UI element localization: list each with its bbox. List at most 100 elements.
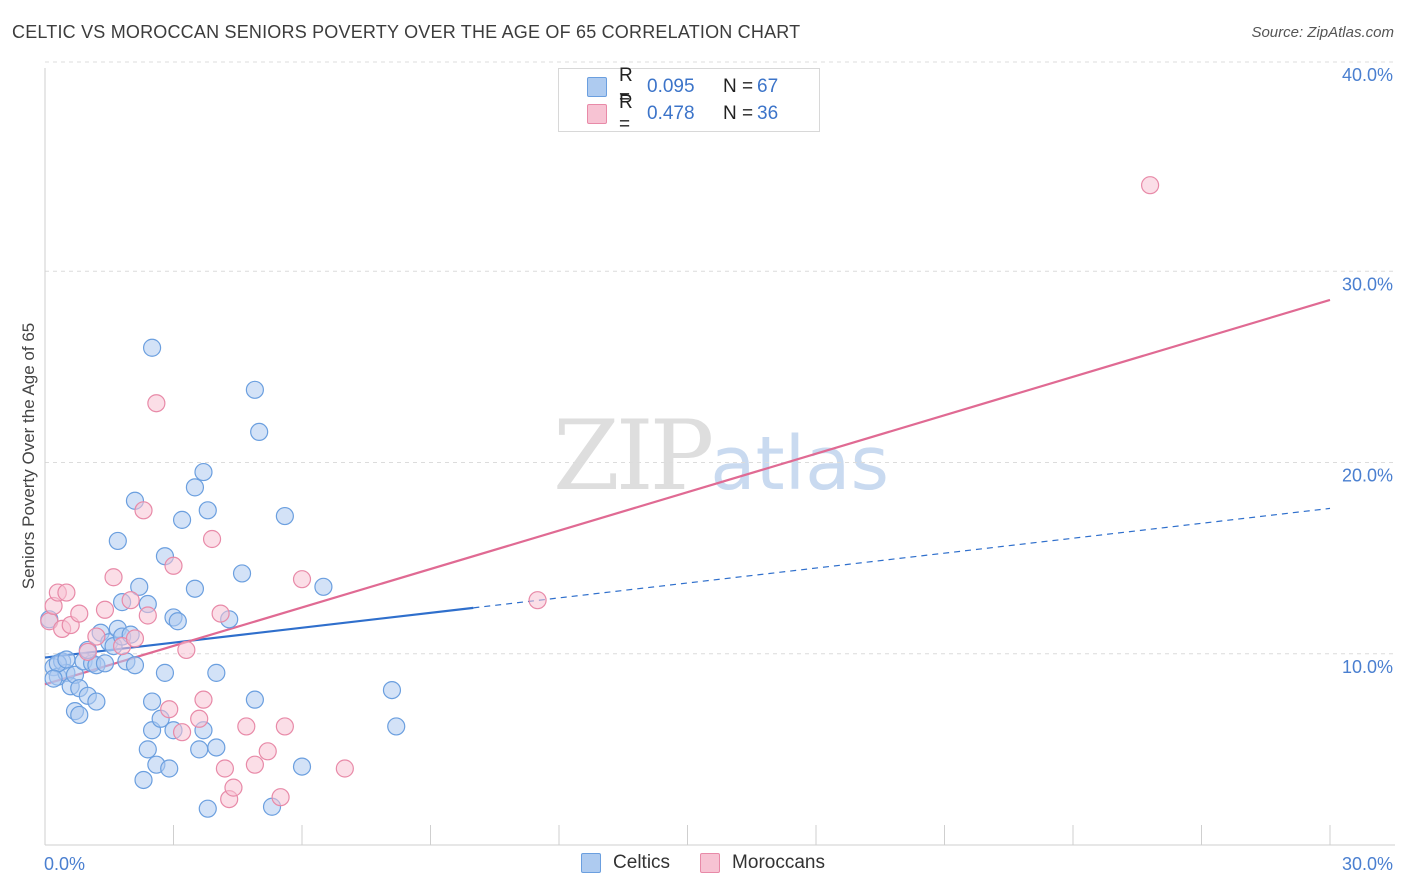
y-tick-label: 30.0% — [1342, 274, 1393, 294]
point-moroccans — [1140, 176, 1160, 195]
point-moroccans — [245, 755, 264, 774]
point-celtics — [142, 692, 162, 711]
data-points — [40, 176, 1160, 818]
legend-n-value: 36 — [757, 103, 779, 124]
legend-swatch-moroccans — [587, 104, 607, 124]
series-legend: Celtics Moroccans — [0, 852, 1406, 874]
point-moroccans — [194, 690, 213, 709]
point-moroccans — [215, 759, 234, 778]
legend-row-celtics: R = 0.095 N = 67 — [587, 65, 779, 108]
series-legend-moroccans: Moroccans — [700, 852, 825, 874]
point-moroccans — [147, 394, 166, 413]
point-celtics — [387, 717, 406, 736]
point-celtics — [207, 738, 226, 757]
correlation-legend: R = 0.095 N = 67 R = 0.478 N = 36 — [558, 65, 820, 135]
point-moroccans — [237, 717, 256, 736]
point-moroccans — [528, 591, 547, 610]
series-label-moroccans: Moroccans — [732, 852, 825, 873]
legend-n-value: 67 — [757, 76, 779, 97]
point-celtics — [134, 770, 153, 790]
point-celtics — [160, 759, 179, 778]
legend-r-label: R = — [619, 92, 633, 135]
legend-row-moroccans: R = 0.478 N = 36 — [587, 92, 779, 135]
point-celtics — [185, 478, 205, 497]
point-moroccans — [78, 642, 97, 661]
point-celtics — [250, 422, 269, 441]
point-moroccans — [160, 700, 179, 719]
point-moroccans — [138, 606, 157, 625]
point-celtics — [382, 680, 402, 700]
chart-title: CELTIC VS MOROCCAN SENIORS POVERTY OVER … — [12, 22, 801, 42]
legend-r-value: 0.478 — [647, 103, 695, 124]
point-moroccans — [202, 529, 222, 549]
point-moroccans — [95, 600, 115, 619]
point-moroccans — [335, 759, 354, 778]
point-moroccans — [177, 640, 196, 660]
point-celtics — [245, 380, 264, 399]
legend-n-label: N = — [723, 76, 754, 97]
point-celtics — [194, 462, 213, 482]
point-celtics — [198, 799, 217, 818]
point-moroccans — [190, 709, 209, 728]
legend-n-label: N = — [723, 103, 754, 124]
point-celtics — [245, 690, 264, 709]
y-tick-label: 20.0% — [1342, 466, 1393, 486]
legend-r-value: 0.095 — [647, 76, 695, 97]
x-tick-label: 30.0% — [1342, 854, 1393, 874]
point-celtics — [138, 740, 157, 759]
point-moroccans — [70, 604, 89, 623]
series-legend-celtics: Celtics — [581, 852, 670, 874]
point-celtics — [70, 705, 89, 725]
point-moroccans — [275, 717, 294, 736]
point-celtics — [292, 757, 312, 776]
point-celtics — [44, 669, 63, 688]
trend-line-moroccans — [44, 298, 1331, 686]
point-moroccans — [57, 583, 76, 602]
legend-swatch-celtics — [587, 77, 607, 97]
point-celtics — [168, 612, 187, 631]
tick-labels: 10.0% 20.0% 30.0% 40.0% 0.0% 30.0% — [44, 65, 1393, 874]
point-moroccans — [172, 723, 192, 742]
point-moroccans — [87, 627, 106, 646]
series-swatch-moroccans — [700, 853, 721, 873]
y-tick-label: 40.0% — [1342, 65, 1393, 85]
legend-r-label: R = — [619, 65, 633, 108]
point-celtics — [314, 577, 333, 596]
point-celtics — [57, 650, 76, 669]
x-tick-label: 0.0% — [44, 854, 85, 874]
point-moroccans — [258, 742, 277, 761]
trend-lines — [44, 298, 1331, 686]
point-moroccans — [134, 501, 153, 520]
point-celtics — [198, 501, 217, 520]
y-axis-label: Seniors Poverty Over the Age of 65 — [19, 323, 38, 589]
point-moroccans — [164, 556, 183, 575]
point-moroccans — [211, 604, 230, 623]
point-celtics — [142, 338, 162, 357]
point-moroccans — [104, 568, 123, 587]
point-celtics — [190, 740, 209, 759]
source-label: Source: ZipAtlas.com — [1251, 24, 1394, 41]
point-moroccans — [271, 788, 290, 807]
series-label-celtics: Celtics — [613, 852, 671, 873]
point-celtics — [275, 506, 294, 526]
trend-line-extension-celtics — [473, 507, 1331, 609]
point-moroccans — [292, 570, 312, 589]
y-tick-label: 10.0% — [1342, 657, 1393, 677]
point-celtics — [185, 579, 205, 598]
point-celtics — [125, 656, 145, 675]
point-moroccans — [224, 778, 243, 797]
point-celtics — [108, 531, 127, 551]
point-celtics — [207, 663, 226, 682]
grid-lines — [45, 61, 1395, 655]
point-celtics — [130, 577, 149, 596]
point-moroccans — [121, 591, 140, 610]
axes — [44, 68, 1395, 846]
point-celtics — [87, 692, 106, 711]
point-moroccans — [125, 629, 145, 648]
point-celtics — [232, 564, 252, 583]
point-celtics — [95, 654, 115, 673]
series-swatch-celtics — [581, 853, 602, 873]
point-celtics — [155, 663, 175, 682]
watermark-atlas: atlas — [710, 421, 890, 507]
